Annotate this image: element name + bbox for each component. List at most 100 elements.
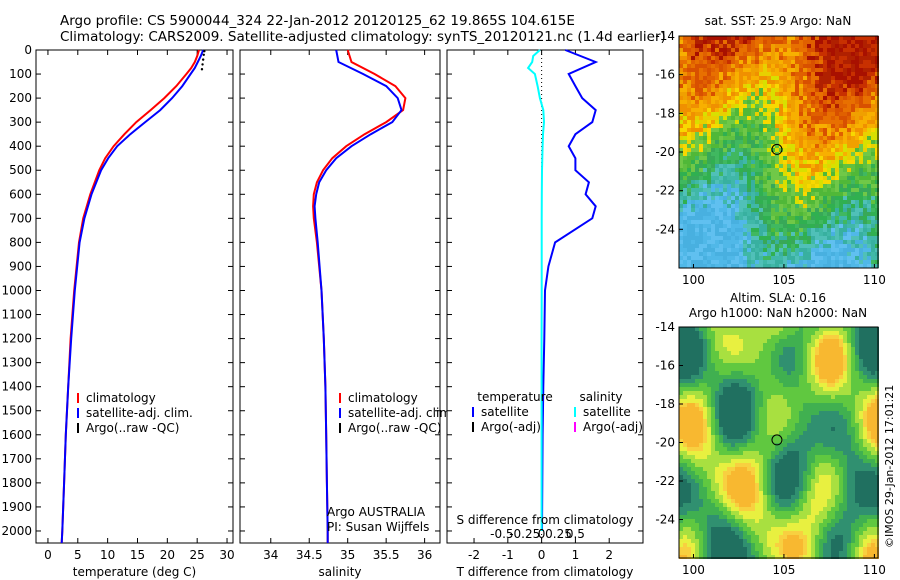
sst-map-cell — [863, 108, 867, 112]
sst-map-cell — [751, 48, 755, 52]
sst-map-cell — [679, 68, 683, 72]
sst-map-cell — [871, 172, 875, 176]
sla-map-cell — [867, 371, 871, 375]
sst-map-cell — [819, 104, 823, 108]
sla-map-cell — [711, 467, 715, 471]
sla-map-cell — [811, 387, 815, 391]
sst-map-cell — [723, 48, 727, 52]
sst-map-cell — [851, 72, 855, 76]
sst-map-cell — [791, 44, 795, 48]
sst-map-cell — [731, 196, 735, 200]
sst-map-cell — [687, 208, 691, 212]
sst-map-cell — [735, 208, 739, 212]
sla-map-cell — [835, 367, 839, 371]
sst-map-cell — [859, 128, 863, 132]
sst-map-cell — [803, 140, 807, 144]
sst-map-cell — [855, 192, 859, 196]
sla-map-cell — [867, 367, 871, 371]
sla-map-cell — [823, 343, 827, 347]
sst-map-cell — [723, 72, 727, 76]
sst-map-cell — [863, 184, 867, 188]
sst-map-cell — [735, 56, 739, 60]
sst-map-cell — [695, 208, 699, 212]
sst-map-cell — [811, 36, 815, 40]
sst-map-cell — [787, 140, 791, 144]
sla-map-cell — [687, 459, 691, 463]
sst-map-cell — [715, 184, 719, 188]
sla-map-cell — [875, 375, 879, 379]
sla-map-cell — [711, 407, 715, 411]
sst-map-cell — [747, 112, 751, 116]
sst-map-cell — [847, 80, 851, 84]
sla-map-cell — [791, 391, 795, 395]
sla-map-cell — [859, 439, 863, 443]
sst-map-cell — [835, 220, 839, 224]
sla-map-cell — [691, 375, 695, 379]
sla-map-cell — [775, 451, 779, 455]
sst-map-cell — [763, 108, 767, 112]
sst-map-cell — [827, 184, 831, 188]
sst-map-cell — [835, 96, 839, 100]
sla-map-cell — [779, 395, 783, 399]
sst-map-cell — [847, 124, 851, 128]
sst-map-cell — [783, 184, 787, 188]
sst-map-cell — [699, 64, 703, 68]
sst-map-cell — [679, 264, 683, 268]
sst-map-cell — [691, 156, 695, 160]
sst-map-cell — [687, 76, 691, 80]
sla-map-cell — [807, 467, 811, 471]
sst-map-cell — [699, 68, 703, 72]
sst-map-cell — [759, 144, 763, 148]
sst-map-cell — [843, 156, 847, 160]
sst-map-cell — [687, 160, 691, 164]
sst-map-cell — [703, 40, 707, 44]
sla-map-cell — [799, 347, 803, 351]
sla-map-cell — [703, 371, 707, 375]
sst-map-cell — [815, 228, 819, 232]
sst-map-cell — [719, 76, 723, 80]
sla-map-cell — [743, 355, 747, 359]
sla-map-cell — [827, 455, 831, 459]
sla-map-cell — [751, 471, 755, 475]
sla-map-cell — [851, 379, 855, 383]
sst-map-cell — [855, 252, 859, 256]
sla-map-cell — [759, 447, 763, 451]
sst-map-cell — [739, 64, 743, 68]
difference-top-tick-label: 0.25 — [545, 527, 572, 541]
sst-map-cell — [727, 76, 731, 80]
sla-map-cell — [747, 435, 751, 439]
sla-map-cell — [687, 431, 691, 435]
sst-map-cell — [727, 156, 731, 160]
sst-map-cell — [683, 148, 687, 152]
sst-map-cell — [863, 212, 867, 216]
sla-map-cell — [739, 335, 743, 339]
sst-map-cell — [791, 140, 795, 144]
sst-map-cell — [727, 36, 731, 40]
sla-map-cell — [803, 379, 807, 383]
sst-map-cell — [783, 212, 787, 216]
sst-map-cell — [875, 124, 879, 128]
sst-map-cell — [759, 44, 763, 48]
sla-map-cell — [703, 375, 707, 379]
sst-map-cell — [843, 56, 847, 60]
sst-map-cell — [811, 208, 815, 212]
sst-map-cell — [819, 200, 823, 204]
sla-map-cell — [695, 343, 699, 347]
temperature-tick-label: 20 — [160, 548, 175, 562]
sst-map-cell — [859, 260, 863, 264]
sla-map-cell — [683, 419, 687, 423]
sst-map-cell — [795, 136, 799, 140]
sst-map-cell — [871, 100, 875, 104]
sst-map-cell — [767, 248, 771, 252]
sla-map-cell — [875, 399, 879, 403]
sst-map-cell — [731, 92, 735, 96]
sst-map-cell — [691, 128, 695, 132]
sla-map-cell — [827, 467, 831, 471]
sst-map-cell — [775, 104, 779, 108]
sst-map-cell — [727, 140, 731, 144]
sla-map-cell — [751, 403, 755, 407]
sst-map-cell — [723, 76, 727, 80]
sst-map-cell — [739, 152, 743, 156]
sst-map-cell — [731, 228, 735, 232]
sst-map-cell — [763, 136, 767, 140]
